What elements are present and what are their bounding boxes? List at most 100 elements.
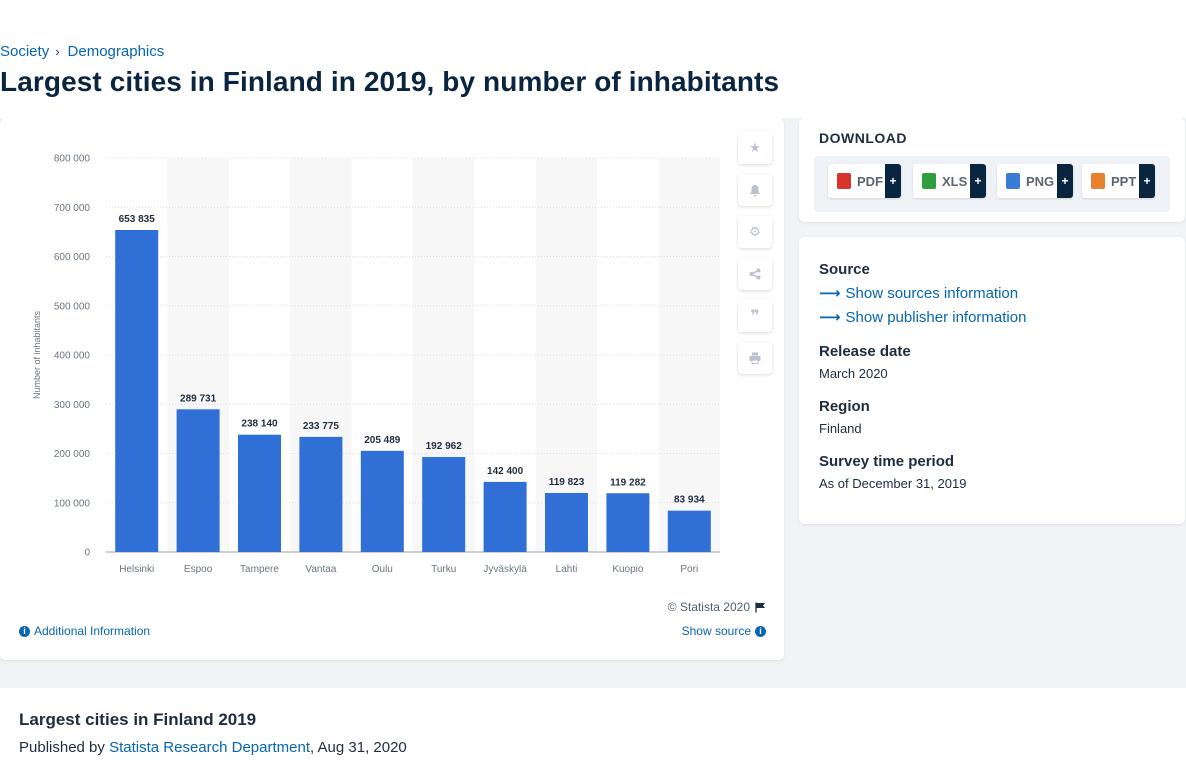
- star-icon[interactable]: ★: [738, 132, 772, 164]
- bar: [238, 434, 281, 552]
- additional-information-label: Additional Information: [34, 624, 151, 638]
- y-axis-title: Number of inhabitants: [32, 310, 42, 399]
- download-pdf-button[interactable]: PDF +: [828, 164, 901, 198]
- y-tick-label: 500 000: [54, 301, 91, 312]
- bell-icon[interactable]: [738, 174, 772, 206]
- info-icon: i: [19, 625, 30, 637]
- data-label: 289 731: [180, 393, 217, 404]
- data-label: 192 962: [426, 441, 463, 452]
- data-label: 119 823: [549, 477, 585, 488]
- y-tick-label: 600 000: [54, 252, 91, 263]
- y-tick-label: 400 000: [54, 351, 91, 362]
- flag-icon[interactable]: [755, 602, 766, 613]
- survey-period-label: Survey time period: [819, 453, 955, 470]
- plus-icon: +: [1057, 164, 1073, 198]
- download-ppt-button[interactable]: PPT +: [1082, 164, 1155, 198]
- region-value: Finland: [819, 421, 862, 436]
- download-ppt-label: PPT: [1111, 173, 1137, 189]
- published-date: , Aug 31, 2020: [310, 739, 407, 756]
- bar: [545, 492, 588, 552]
- download-pdf-label: PDF: [857, 173, 883, 189]
- y-tick-label: 0: [84, 548, 90, 559]
- statistic-details-card: Source ⟶ Show sources information ⟶ Show…: [799, 237, 1185, 524]
- download-card: DOWNLOAD PDF + XLS + PNG + PPT +: [799, 118, 1185, 222]
- info-icon: i: [755, 625, 766, 637]
- copyright-text: © Statista 2020: [667, 600, 750, 614]
- survey-period-value: As of December 31, 2019: [819, 476, 967, 491]
- column-band: [535, 158, 598, 552]
- download-xls-label: XLS: [942, 173, 968, 189]
- show-publisher-link[interactable]: ⟶ Show publisher information: [819, 308, 1027, 327]
- bar: [176, 409, 220, 552]
- print-icon[interactable]: [738, 342, 772, 374]
- download-xls-button[interactable]: XLS +: [913, 164, 986, 198]
- breadcrumb-society[interactable]: Society: [0, 43, 50, 60]
- plus-icon: +: [885, 164, 901, 198]
- x-tick-label: Espoo: [184, 564, 213, 575]
- x-tick-label: Lahti: [556, 564, 578, 575]
- breadcrumb: Society › Demographics: [0, 43, 164, 60]
- x-tick-label: Vantaa: [305, 564, 336, 575]
- ppt-file-icon: [1091, 173, 1105, 189]
- y-tick-label: 700 000: [54, 203, 91, 214]
- show-source-link[interactable]: Show source i: [682, 624, 766, 638]
- data-label: 142 400: [487, 466, 524, 477]
- x-tick-label: Helsinki: [119, 564, 154, 575]
- y-tick-label: 800 000: [54, 154, 91, 165]
- x-tick-label: Pori: [680, 564, 698, 575]
- description-card: Largest cities in Finland 2019 Published…: [0, 688, 1186, 760]
- y-tick-label: 100 000: [54, 498, 91, 509]
- pdf-file-icon: [837, 173, 851, 189]
- statistic-title: Largest cities in Finland 2019: [19, 710, 257, 729]
- bar: [667, 510, 711, 552]
- y-tick-label: 200 000: [54, 449, 91, 460]
- x-tick-label: Jyväskylä: [483, 564, 527, 575]
- bar: [422, 456, 466, 552]
- download-png-button[interactable]: PNG +: [997, 164, 1073, 198]
- bar: [360, 450, 404, 552]
- data-label: 205 489: [364, 435, 401, 446]
- chart-copyright: © Statista 2020: [668, 600, 766, 614]
- xls-file-icon: [922, 173, 936, 189]
- bar: [299, 436, 343, 552]
- show-sources-label: Show sources information: [845, 284, 1019, 302]
- gear-icon[interactable]: ⚙: [738, 216, 772, 248]
- download-buttons: PDF + XLS + PNG + PPT +: [814, 156, 1170, 212]
- arrow-right-icon: ⟶: [819, 309, 841, 326]
- published-by: Published by Statista Research Departmen…: [19, 739, 407, 756]
- page-title: Largest cities in Finland in 2019, by nu…: [0, 66, 780, 97]
- x-tick-label: Kuopio: [612, 564, 644, 575]
- bar: [115, 229, 159, 552]
- bar: [483, 481, 527, 552]
- y-tick-label: 300 000: [54, 400, 91, 411]
- data-label: 238 140: [241, 419, 278, 430]
- x-tick-label: Tampere: [240, 564, 279, 575]
- share-icon[interactable]: [738, 258, 772, 290]
- chevron-right-icon: ›: [55, 44, 60, 59]
- data-label: 83 934: [674, 495, 705, 506]
- x-tick-label: Oulu: [372, 564, 393, 575]
- chart-card: 0 100 000 200 000 300 000 400 000 500 000 600 …: [0, 118, 784, 660]
- release-date-label: Release date: [819, 343, 911, 360]
- publisher-link[interactable]: Statista Research Department: [109, 739, 311, 756]
- release-date-value: March 2020: [819, 366, 888, 381]
- show-publisher-label: Show publisher information: [845, 308, 1027, 326]
- published-prefix: Published by: [19, 739, 105, 756]
- breadcrumb-demographics[interactable]: Demographics: [67, 43, 165, 60]
- bar: [606, 493, 650, 552]
- data-label: 653 835: [119, 214, 156, 225]
- additional-information-link[interactable]: i Additional Information: [19, 624, 150, 638]
- x-tick-label: Turku: [431, 564, 456, 575]
- show-sources-link[interactable]: ⟶ Show sources information: [819, 284, 1019, 303]
- download-png-label: PNG: [1026, 173, 1055, 189]
- header-background: [0, 0, 1186, 118]
- plus-icon: +: [970, 164, 986, 198]
- arrow-right-icon: ⟶: [819, 285, 841, 302]
- plus-icon: +: [1139, 164, 1155, 198]
- png-file-icon: [1006, 173, 1020, 189]
- source-label: Source: [819, 261, 870, 278]
- chart-toolbar: ★ ⚙ ❞: [738, 132, 772, 374]
- quote-icon[interactable]: ❞: [738, 300, 772, 332]
- show-source-label: Show source: [681, 624, 751, 638]
- region-label: Region: [819, 398, 870, 415]
